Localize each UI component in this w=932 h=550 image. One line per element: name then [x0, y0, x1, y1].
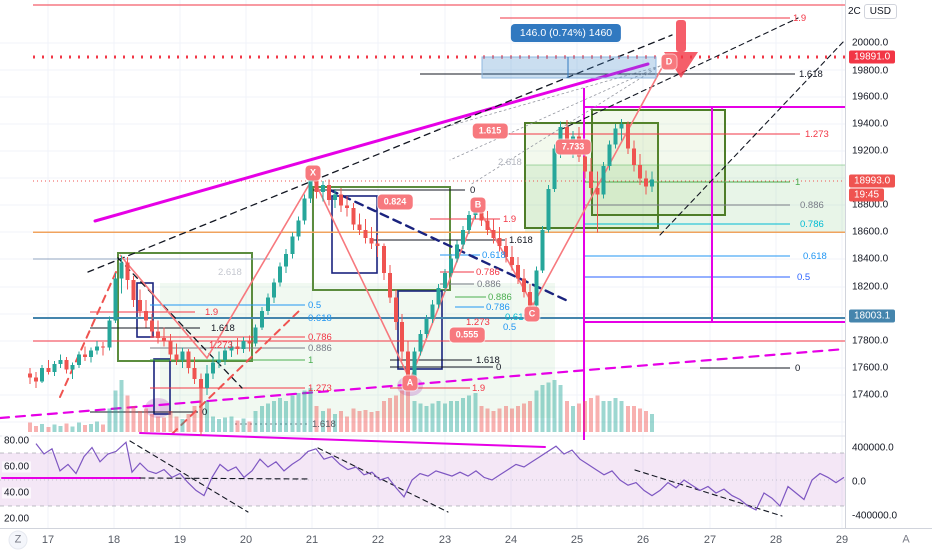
pattern-tag-7.733: 7.733	[555, 139, 591, 155]
svg-text:0.786: 0.786	[308, 332, 332, 343]
price-axis-label: 19200.0	[852, 145, 889, 157]
time-axis-label: 28	[769, 534, 783, 546]
time-axis[interactable]: Z A 17 18 19 20 21 22 23 24 25 26 27 28 29	[0, 528, 932, 550]
svg-text:1.273: 1.273	[805, 129, 829, 140]
price-axis-label: 20000.0	[852, 37, 889, 49]
price-axis-label: 18800.0	[852, 199, 889, 211]
price-axis-label: 19800.0	[852, 65, 889, 77]
pattern-tag-1.615: 1.615	[472, 123, 508, 139]
time-axis-label: 24	[504, 534, 518, 546]
pattern-tag-d: D	[661, 54, 677, 70]
svg-text:1.618: 1.618	[211, 323, 235, 334]
price-axis-label: -400000.0	[852, 510, 898, 522]
svg-text:1.9: 1.9	[503, 214, 516, 225]
svg-text:1.273: 1.273	[209, 340, 233, 351]
rsi-line	[35, 441, 845, 511]
price-axis-label: 19600.0	[852, 91, 889, 103]
price-axis-label: 17600.0	[852, 362, 889, 374]
price-axis-label: 17800.0	[852, 335, 889, 347]
chart-canvas[interactable]: 1.9 1.618 1.273 1 0.886 0.786 0.618 0.5 0 2.618 0 1…	[0, 0, 845, 528]
time-axis-label: 17	[41, 534, 55, 546]
pattern-tag-x: X	[305, 165, 321, 181]
indicator-scale-label: 80.00	[2, 435, 32, 447]
measure-tool-label: 146.0 (0.74%) 1460	[510, 24, 622, 42]
svg-text:0: 0	[202, 407, 207, 418]
pattern-tag-b: B	[470, 197, 486, 213]
pattern-tag-a: A	[402, 375, 418, 391]
svg-text:1.618: 1.618	[476, 355, 500, 366]
svg-text:0: 0	[496, 362, 501, 373]
chart-svg[interactable]: 1.91.6181.27310.8860.7860.6180.502.61801…	[0, 0, 845, 528]
price-axis-label: 18200.0	[852, 281, 889, 293]
indicator-scale-label: 60.00	[2, 461, 32, 473]
svg-text:1: 1	[308, 355, 313, 366]
time-axis-label: 22	[371, 534, 385, 546]
time-axis-label: 21	[305, 534, 319, 546]
fib-labels: 1.91.6181.27310.8860.7860.6180.502.61801…	[202, 13, 829, 430]
pattern-tag-0.555: 0.555	[449, 327, 485, 343]
svg-text:1.273: 1.273	[308, 383, 332, 394]
svg-text:2.618: 2.618	[498, 157, 522, 168]
candles	[28, 118, 655, 436]
price-axis-label: 0.0	[852, 476, 866, 488]
price-axis[interactable]: 2C USD 20000.0 19800.0 19600.0 19400.0 19200…	[845, 0, 932, 528]
svg-text:1.618: 1.618	[312, 419, 336, 430]
price-tag-1945: 19:45	[849, 188, 885, 202]
svg-text:0.786: 0.786	[800, 219, 824, 230]
price-axis-label: 19400.0	[852, 118, 889, 130]
svg-text:0.618: 0.618	[803, 251, 827, 262]
price-axis-header: 2C USD	[848, 4, 897, 19]
drawing-boxes	[117, 109, 726, 415]
svg-text:0.886: 0.886	[477, 279, 501, 290]
measure-tool	[481, 56, 657, 79]
currency-button[interactable]: USD	[863, 4, 897, 19]
time-axis-label: 19	[173, 534, 187, 546]
time-axis-label: 29	[835, 534, 849, 546]
svg-text:0.886: 0.886	[488, 292, 512, 303]
price-axis-label: 17400.0	[852, 389, 889, 401]
svg-text:1.9: 1.9	[793, 13, 806, 24]
svg-text:0.5: 0.5	[797, 272, 810, 283]
svg-text:0: 0	[795, 363, 800, 374]
price-tag-180031: 18003.1	[849, 309, 896, 323]
price-axis-label: 18600.0	[852, 226, 889, 238]
svg-text:1: 1	[795, 177, 800, 188]
svg-text:2.618: 2.618	[218, 267, 242, 278]
time-axis-label: 18	[107, 534, 121, 546]
time-axis-label: 25	[570, 534, 584, 546]
adjust-button[interactable]: A	[902, 533, 910, 546]
time-axis-label: 27	[703, 534, 717, 546]
svg-text:1.9: 1.9	[205, 307, 218, 318]
svg-text:0.5: 0.5	[503, 322, 516, 333]
svg-text:0.886: 0.886	[800, 200, 824, 211]
clipped-price-label: 2C	[848, 6, 861, 17]
time-axis-label: 26	[636, 534, 650, 546]
indicator-scale-label: 20.00	[2, 513, 32, 525]
svg-text:0.618: 0.618	[308, 313, 332, 324]
svg-text:0.5: 0.5	[308, 300, 321, 311]
svg-text:1.618: 1.618	[799, 69, 823, 80]
svg-text:0: 0	[470, 185, 475, 196]
svg-text:0.618: 0.618	[505, 312, 529, 323]
pattern-tag-c: C	[524, 306, 540, 322]
svg-text:1.273: 1.273	[466, 317, 490, 328]
price-axis-label: 18400.0	[852, 253, 889, 265]
svg-text:0.786: 0.786	[476, 267, 500, 278]
svg-text:1.9: 1.9	[472, 383, 485, 394]
rsi-band	[0, 452, 845, 507]
svg-text:0.786: 0.786	[486, 302, 510, 313]
time-axis-label: 23	[438, 534, 452, 546]
price-axis-label: 400000.0	[852, 442, 894, 454]
svg-text:0.618: 0.618	[482, 250, 506, 261]
indicator-scale-label: 40.00	[2, 487, 32, 499]
price-tag-189930: 18993.0	[849, 174, 896, 188]
timezone-button[interactable]: Z	[8, 530, 28, 550]
svg-text:1.618: 1.618	[509, 235, 533, 246]
pattern-tag-0.824: 0.824	[377, 194, 413, 210]
svg-text:0.886: 0.886	[308, 343, 332, 354]
time-axis-label: 20	[239, 534, 253, 546]
price-tag-198910: 19891.0	[849, 50, 896, 64]
